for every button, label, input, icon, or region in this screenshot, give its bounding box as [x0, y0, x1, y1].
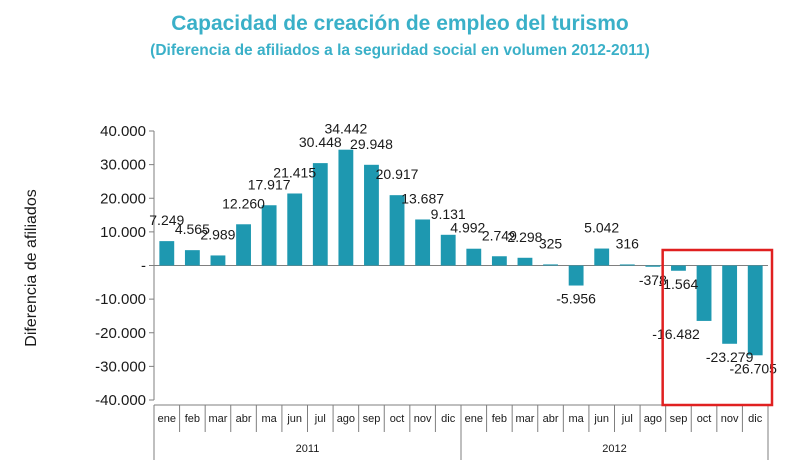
category-label: jul [621, 413, 633, 425]
category-label: oct [390, 413, 405, 425]
category-label: abr [543, 413, 559, 425]
bar [619, 264, 635, 266]
y-tick-label: 30.000 [100, 157, 146, 174]
bar [440, 234, 456, 266]
y-tick-label: -30.000 [95, 358, 146, 375]
data-label: 316 [616, 235, 640, 251]
category-label: mar [515, 413, 534, 425]
bar [517, 257, 533, 266]
category-label: feb [492, 413, 507, 425]
bar [747, 265, 763, 356]
data-label: -16.482 [652, 326, 700, 342]
bar [364, 164, 379, 266]
category-label: nov [414, 413, 432, 425]
category-label: mar [208, 413, 227, 425]
y-tick-label: 40.000 [100, 123, 146, 140]
data-label: -26.705 [729, 360, 777, 376]
bar [210, 255, 226, 266]
highlight-box [661, 248, 774, 407]
y-tick-label: -40.000 [95, 392, 146, 409]
bar [594, 248, 610, 266]
bar [696, 265, 712, 321]
bar [568, 265, 584, 286]
data-label: 5.042 [584, 220, 619, 236]
bar [312, 163, 328, 266]
y-tick-label: - [141, 258, 146, 275]
data-label: 325 [539, 235, 563, 251]
data-label: -23.279 [706, 349, 754, 365]
data-label: 9.131 [431, 206, 466, 222]
chart-subtitle: (Diferencia de afiliados a la seguridad … [150, 42, 650, 59]
category-label: dic [748, 413, 763, 425]
y-tick-label: 20.000 [100, 190, 146, 207]
data-label: 4.992 [450, 220, 485, 236]
data-label: 4.565 [175, 221, 210, 237]
year-group-label: 2011 [296, 443, 320, 455]
data-label: 17.917 [248, 176, 291, 192]
bar [236, 224, 251, 266]
data-label: 2.749 [482, 227, 517, 243]
category-label: feb [185, 413, 200, 425]
data-label: 21.415 [273, 164, 316, 180]
bar [491, 256, 507, 266]
category-label: ene [158, 413, 176, 425]
data-label: 34.442 [324, 121, 367, 137]
category-label: oct [697, 413, 712, 425]
category-label: ago [337, 413, 355, 425]
chart-title: Capacidad de creación de empleo del turi… [171, 12, 629, 35]
bar [184, 250, 200, 266]
category-label: dic [441, 413, 456, 425]
bar [159, 241, 175, 266]
y-tick-label: 10.000 [100, 224, 146, 241]
bar [645, 265, 661, 267]
category-label: nov [721, 413, 739, 425]
y-axis-label: Diferencia de afiliados [23, 189, 40, 346]
data-label: -1.564 [659, 276, 699, 292]
bar [338, 149, 354, 266]
data-label: 20.917 [376, 166, 419, 182]
data-label: 29.948 [350, 136, 393, 152]
data-label: 2.989 [200, 226, 235, 242]
category-label: abr [236, 413, 252, 425]
category-label: ago [644, 413, 662, 425]
category-label: ene [465, 413, 483, 425]
data-label: 30.448 [299, 134, 342, 150]
bar [287, 193, 303, 266]
y-tick-label: -10.000 [95, 291, 146, 308]
bar [389, 195, 405, 266]
bar [261, 205, 277, 266]
data-label: -378 [639, 272, 667, 288]
year-group-label: 2012 [602, 443, 626, 455]
y-tick-label: -20.000 [95, 325, 146, 342]
category-label: jun [286, 413, 302, 425]
bar [415, 219, 431, 266]
category-label: ma [568, 413, 584, 425]
bar [671, 265, 686, 271]
category-label: jun [593, 413, 609, 425]
category-label: jul [314, 413, 326, 425]
category-label: sep [670, 413, 688, 425]
data-label: 13.687 [401, 190, 444, 206]
data-label: 2.298 [507, 229, 542, 245]
data-label: 7.249 [149, 212, 184, 228]
bar [466, 248, 482, 266]
bar [722, 265, 738, 344]
data-label: 12.260 [222, 195, 265, 211]
bar [543, 264, 558, 266]
category-label: sep [363, 413, 381, 425]
category-label: ma [261, 413, 277, 425]
data-label: -5.956 [556, 291, 596, 307]
